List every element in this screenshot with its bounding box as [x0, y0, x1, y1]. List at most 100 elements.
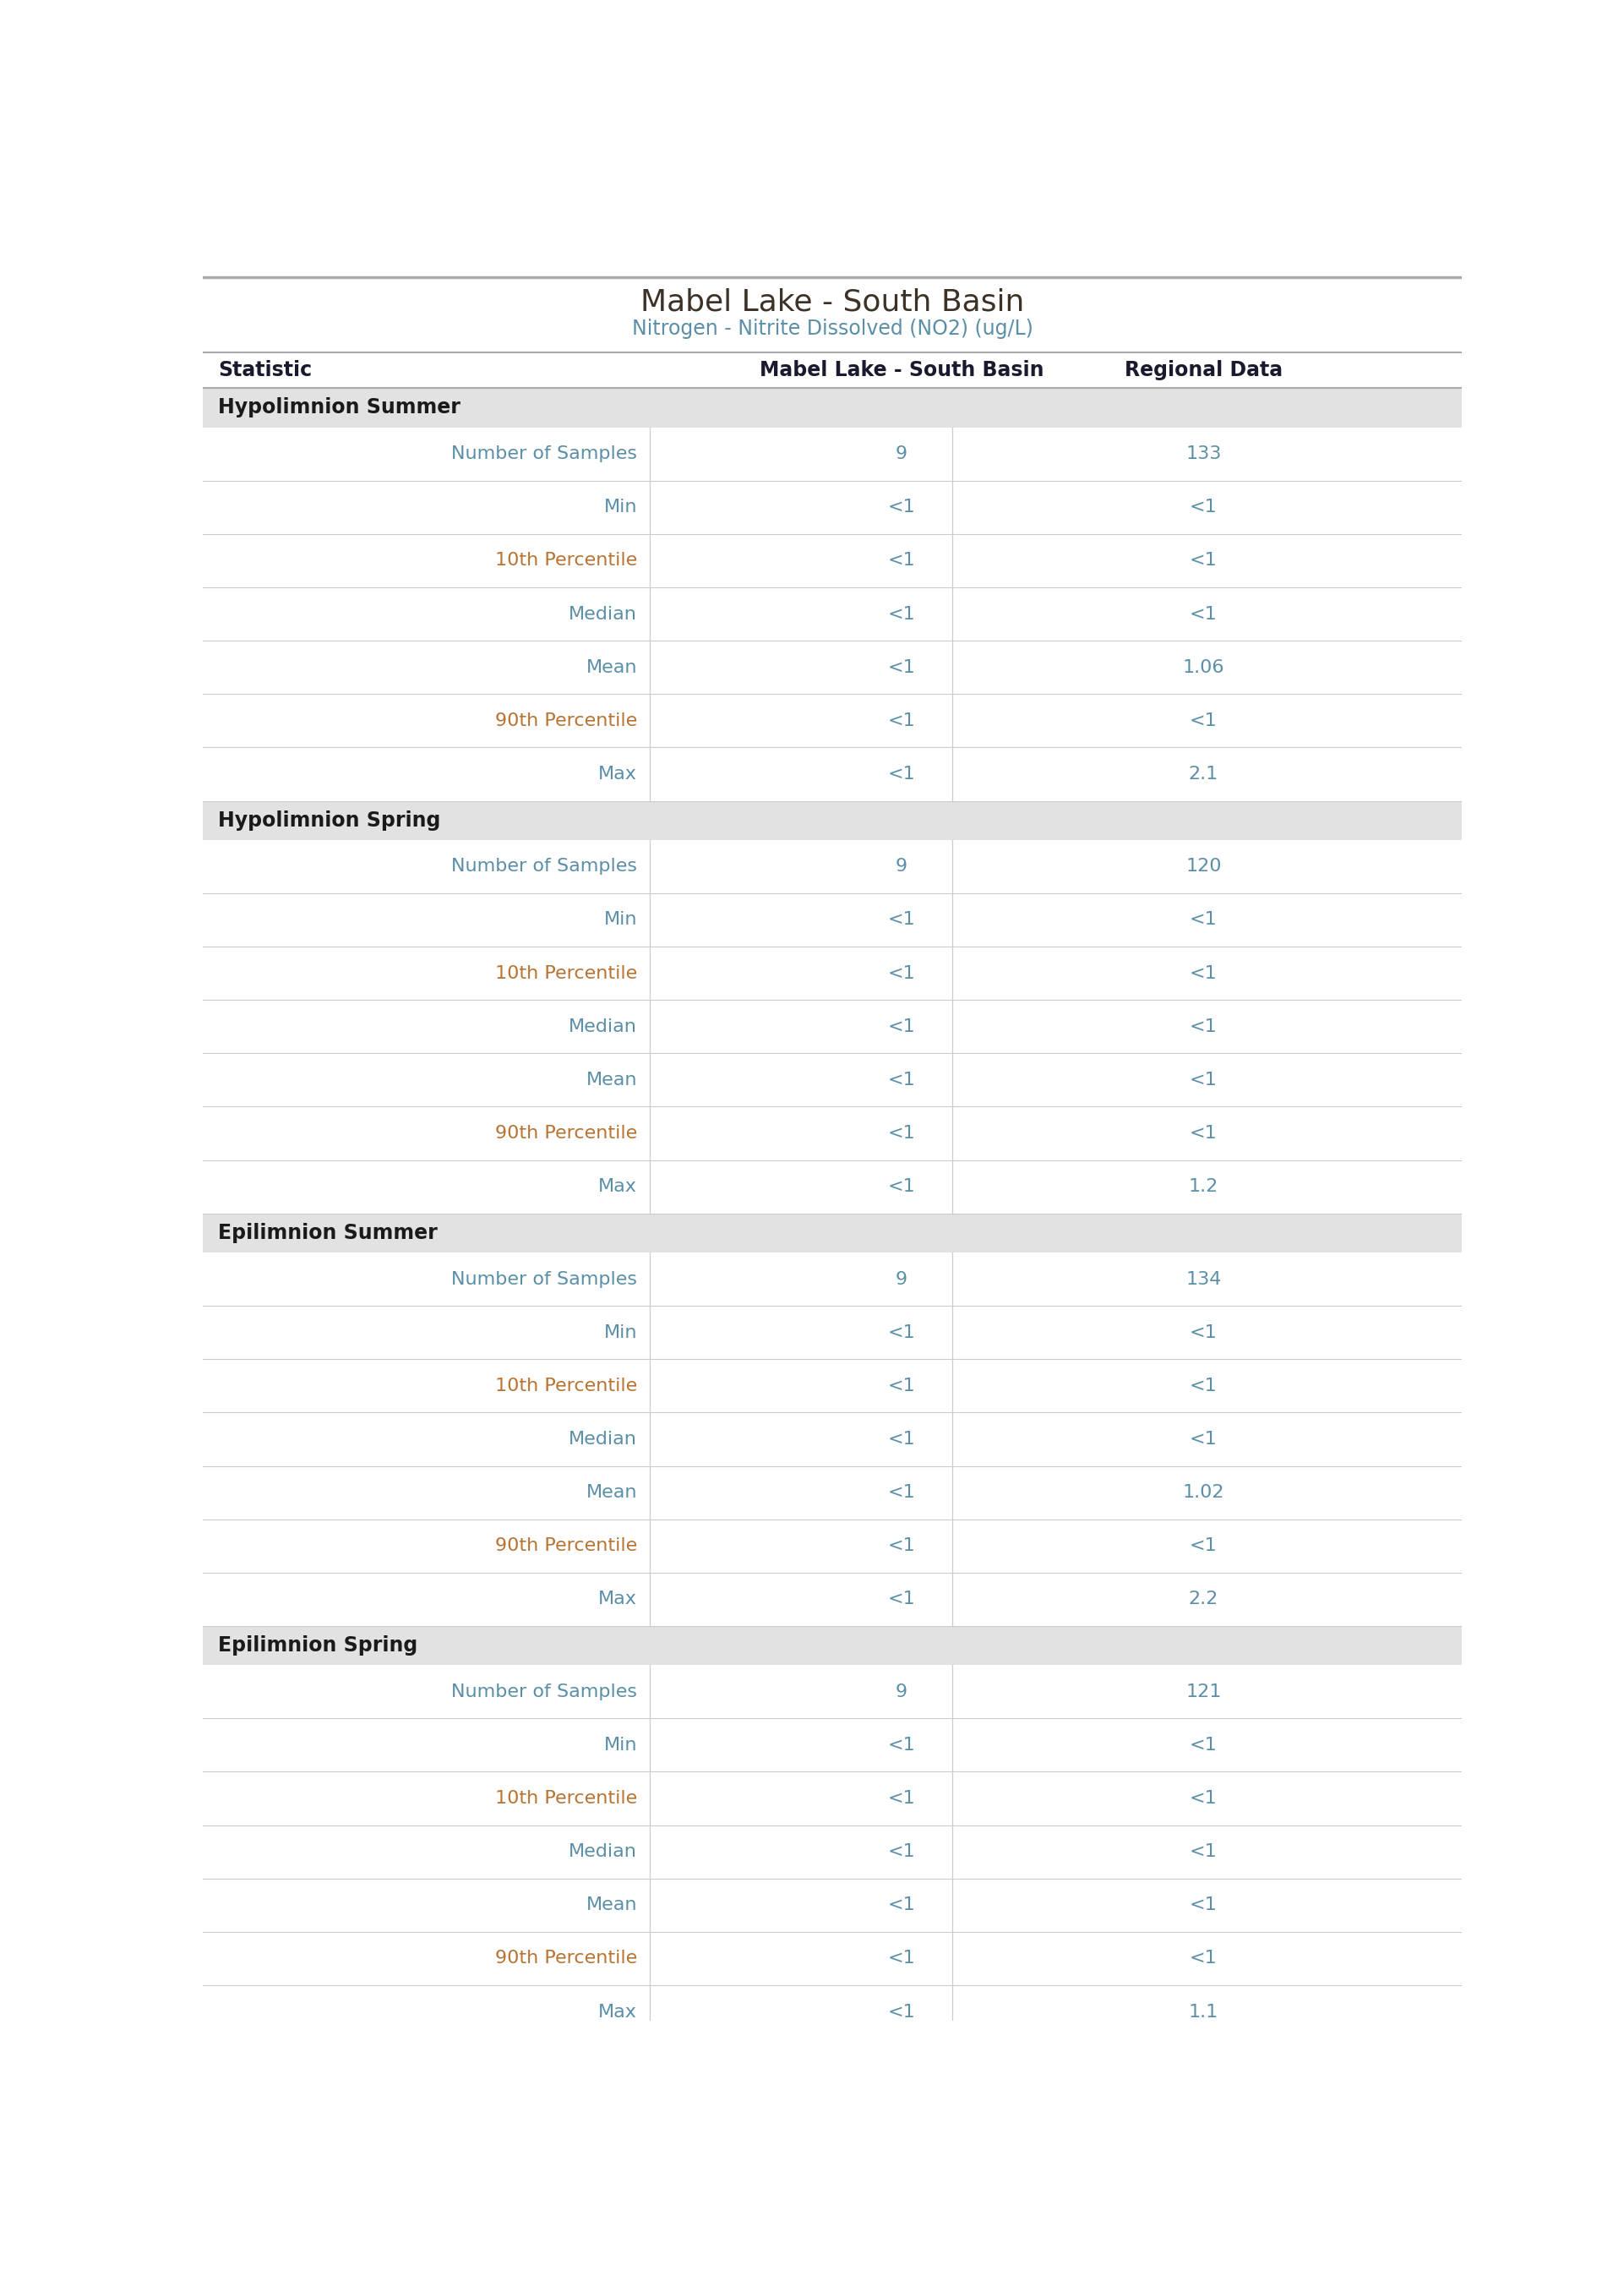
Text: Mean: Mean — [586, 1485, 637, 1500]
Text: Hypolimnion Spring: Hypolimnion Spring — [218, 810, 440, 831]
Text: 9: 9 — [895, 858, 908, 874]
Text: <1: <1 — [888, 965, 916, 981]
Bar — [203, 427, 1462, 481]
Text: <1: <1 — [1190, 1843, 1218, 1859]
Bar — [203, 1466, 1462, 1519]
Text: <1: <1 — [888, 1791, 916, 1807]
Bar — [203, 1053, 1462, 1108]
Text: 2.2: 2.2 — [1189, 1591, 1218, 1607]
Text: Min: Min — [604, 499, 637, 515]
Text: 1.02: 1.02 — [1182, 1485, 1224, 1500]
Text: 1.1: 1.1 — [1189, 2004, 1218, 2020]
Text: <1: <1 — [888, 1178, 916, 1194]
Text: 90th Percentile: 90th Percentile — [495, 713, 637, 729]
Bar — [203, 947, 1462, 999]
Text: Max: Max — [599, 1591, 637, 1607]
Bar — [203, 1360, 1462, 1412]
Bar — [203, 533, 1462, 588]
Text: 9: 9 — [895, 1271, 908, 1287]
Text: Mabel Lake - South Basin: Mabel Lake - South Basin — [760, 361, 1044, 381]
Text: <1: <1 — [888, 1843, 916, 1859]
Text: <1: <1 — [1190, 1898, 1218, 1914]
Text: Mean: Mean — [586, 1898, 637, 1914]
Text: <1: <1 — [888, 913, 916, 928]
Text: <1: <1 — [888, 713, 916, 729]
Text: Mean: Mean — [586, 658, 637, 676]
Text: <1: <1 — [888, 606, 916, 622]
Text: 90th Percentile: 90th Percentile — [495, 1950, 637, 1966]
Bar — [203, 801, 1462, 840]
Text: <1: <1 — [1190, 1126, 1218, 1142]
Bar — [203, 999, 1462, 1053]
Text: 121: 121 — [1186, 1684, 1221, 1700]
Text: Max: Max — [599, 1178, 637, 1194]
Bar — [203, 1160, 1462, 1214]
Text: <1: <1 — [888, 499, 916, 515]
Bar — [203, 695, 1462, 747]
Bar — [203, 1771, 1462, 1825]
Text: <1: <1 — [888, 765, 916, 783]
Text: <1: <1 — [1190, 1323, 1218, 1342]
Bar — [203, 1825, 1462, 1880]
Text: <1: <1 — [888, 1126, 916, 1142]
Bar — [203, 747, 1462, 801]
Text: <1: <1 — [888, 1537, 916, 1555]
Text: <1: <1 — [888, 1591, 916, 1607]
Text: <1: <1 — [1190, 965, 1218, 981]
Bar — [203, 1573, 1462, 1625]
Text: 90th Percentile: 90th Percentile — [495, 1537, 637, 1555]
Text: Number of Samples: Number of Samples — [451, 1271, 637, 1287]
Text: 134: 134 — [1186, 1271, 1221, 1287]
Text: Min: Min — [604, 1737, 637, 1752]
Bar — [203, 1718, 1462, 1771]
Text: 90th Percentile: 90th Percentile — [495, 1126, 637, 1142]
Text: 133: 133 — [1186, 445, 1221, 463]
Bar — [203, 1625, 1462, 1664]
Text: Number of Samples: Number of Samples — [451, 858, 637, 874]
Text: <1: <1 — [888, 1430, 916, 1448]
Bar — [203, 481, 1462, 533]
Text: <1: <1 — [888, 2004, 916, 2020]
Text: <1: <1 — [888, 1071, 916, 1087]
Text: <1: <1 — [888, 1898, 916, 1914]
Text: <1: <1 — [888, 1737, 916, 1752]
Text: <1: <1 — [1190, 913, 1218, 928]
Text: <1: <1 — [888, 1378, 916, 1394]
Text: Median: Median — [568, 1843, 637, 1859]
Bar — [203, 352, 1462, 388]
Text: <1: <1 — [1190, 1071, 1218, 1087]
Text: <1: <1 — [1190, 1791, 1218, 1807]
Text: Mabel Lake - South Basin: Mabel Lake - South Basin — [640, 288, 1025, 318]
Bar — [203, 588, 1462, 640]
Text: 9: 9 — [895, 1684, 908, 1700]
Text: Min: Min — [604, 913, 637, 928]
Text: <1: <1 — [1190, 1378, 1218, 1394]
Text: <1: <1 — [1190, 1430, 1218, 1448]
Text: <1: <1 — [1190, 1737, 1218, 1752]
Text: <1: <1 — [888, 1950, 916, 1966]
Text: <1: <1 — [888, 552, 916, 570]
Text: Hypolimnion Summer: Hypolimnion Summer — [218, 397, 461, 418]
Text: Median: Median — [568, 606, 637, 622]
Text: 10th Percentile: 10th Percentile — [495, 1378, 637, 1394]
Bar — [203, 1253, 1462, 1305]
Bar — [203, 1664, 1462, 1718]
Text: <1: <1 — [1190, 1019, 1218, 1035]
Text: Max: Max — [599, 765, 637, 783]
Bar — [203, 1108, 1462, 1160]
Text: Mean: Mean — [586, 1071, 637, 1087]
Bar — [203, 1412, 1462, 1466]
Text: 1.06: 1.06 — [1182, 658, 1224, 676]
Text: 1.2: 1.2 — [1189, 1178, 1218, 1194]
Bar — [203, 1880, 1462, 1932]
Text: Max: Max — [599, 2004, 637, 2020]
Text: <1: <1 — [888, 1323, 916, 1342]
Text: 120: 120 — [1186, 858, 1221, 874]
Text: <1: <1 — [1190, 1950, 1218, 1966]
Text: 10th Percentile: 10th Percentile — [495, 1791, 637, 1807]
Text: <1: <1 — [888, 1485, 916, 1500]
Bar — [203, 1519, 1462, 1573]
Text: <1: <1 — [1190, 552, 1218, 570]
Bar — [203, 892, 1462, 947]
Text: Nitrogen - Nitrite Dissolved (NO2) (ug/L): Nitrogen - Nitrite Dissolved (NO2) (ug/L… — [632, 318, 1033, 338]
